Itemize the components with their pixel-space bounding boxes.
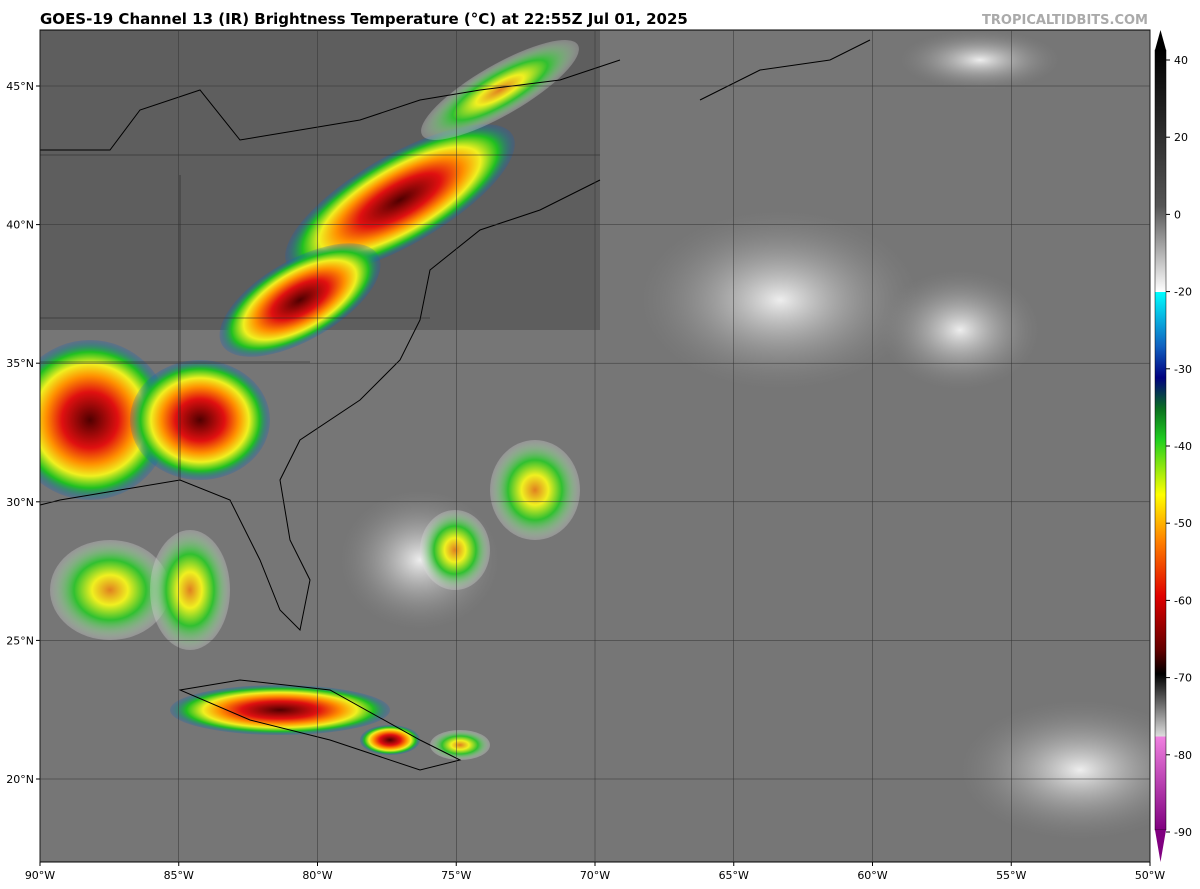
lon-tick-label: 75°W	[441, 869, 471, 882]
lon-tick-label: 50°W	[1135, 869, 1165, 882]
lat-tick-label: 45°N	[6, 80, 34, 93]
lon-tick-label: 80°W	[302, 869, 332, 882]
lon-tick-label: 90°W	[25, 869, 55, 882]
lat-tick-label: 40°N	[6, 219, 34, 232]
colorbar-tick-label: -60	[1174, 594, 1192, 607]
colorbar-tick-label: 20	[1174, 131, 1188, 144]
lon-tick-label: 85°W	[164, 869, 194, 882]
map-title: GOES-19 Channel 13 (IR) Brightness Tempe…	[40, 10, 688, 28]
colorbar-tick-label: 0	[1174, 208, 1181, 221]
colorbar-tick-label: -50	[1174, 517, 1192, 530]
colorbar-tick-label: -20	[1174, 286, 1192, 299]
lat-tick-label: 35°N	[6, 357, 34, 370]
colorbar-tick-label: 40	[1174, 54, 1188, 67]
lon-tick-label: 65°W	[719, 869, 749, 882]
colorbar-tick-label: -90	[1174, 826, 1192, 839]
colorbar-min-arrow	[1155, 830, 1166, 862]
ir-imagery	[40, 30, 1150, 862]
colorbar-tick-label: -40	[1174, 440, 1192, 453]
lat-tick-label: 30°N	[6, 496, 34, 509]
colorbar-max-arrow	[1155, 30, 1166, 50]
lat-tick-label: 25°N	[6, 634, 34, 647]
lon-tick-label: 70°W	[580, 869, 610, 882]
credit: TROPICALTIDBITS.COM	[982, 13, 1148, 28]
colorbar-tick-label: -30	[1174, 363, 1192, 376]
lon-tick-label: 60°W	[857, 869, 887, 882]
colorbar-tick-label: -70	[1174, 672, 1192, 685]
colorbar	[1154, 49, 1167, 831]
lon-tick-label: 55°W	[996, 869, 1026, 882]
colorbar-tick-label: -80	[1174, 749, 1192, 762]
lat-tick-label: 20°N	[6, 773, 34, 786]
